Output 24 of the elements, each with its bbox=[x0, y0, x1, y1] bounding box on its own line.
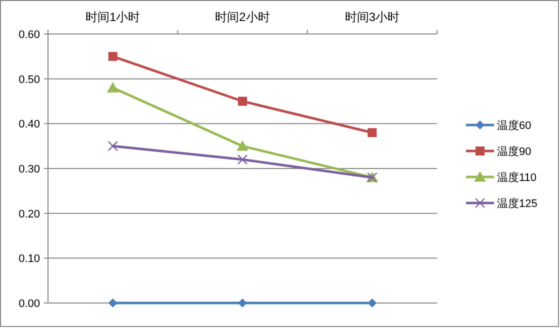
point bbox=[108, 140, 118, 152]
y-tick-label: 0.20 bbox=[18, 208, 40, 220]
y-tick-label: 0.10 bbox=[18, 253, 40, 266]
x-tick-label: 时间3小时 bbox=[344, 10, 400, 24]
legend-label: 温度110 bbox=[497, 171, 537, 184]
y-tick-label: 0.40 bbox=[18, 118, 40, 131]
point bbox=[238, 96, 247, 106]
point bbox=[236, 140, 248, 151]
y-tick-label: 0.60 bbox=[18, 29, 40, 41]
y-tick-label: 0.00 bbox=[18, 298, 40, 310]
point bbox=[237, 154, 248, 165]
point bbox=[238, 298, 247, 308]
x-tick-label: 时间2小时 bbox=[215, 10, 270, 24]
y-tick-label: 0.30 bbox=[18, 164, 40, 176]
x-tick-label: 时间1小时 bbox=[85, 10, 140, 24]
point bbox=[368, 128, 377, 138]
legend-label: 温度60 bbox=[497, 119, 532, 132]
y-tick-label: 0.50 bbox=[18, 74, 40, 86]
point bbox=[106, 82, 119, 92]
legend-label: 温度90 bbox=[497, 145, 532, 158]
point bbox=[108, 52, 118, 61]
point bbox=[108, 298, 118, 308]
point bbox=[368, 298, 377, 308]
legend-label: 温度125 bbox=[497, 197, 538, 210]
